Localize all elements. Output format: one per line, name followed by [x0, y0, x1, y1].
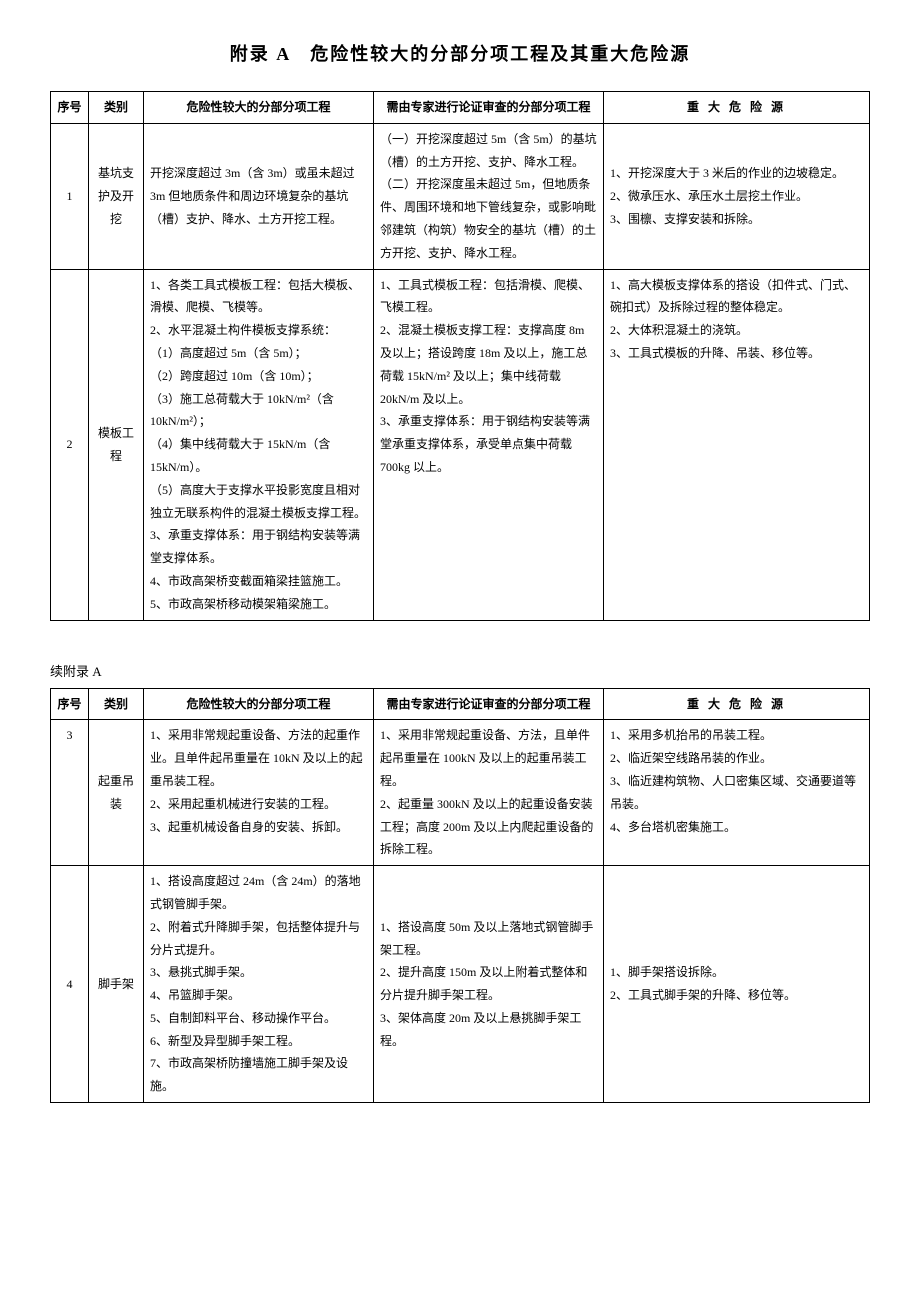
cell-seq: 4	[51, 866, 89, 1103]
header-cat: 类别	[89, 92, 144, 124]
table-header-row: 序号 类别 危险性较大的分部分项工程 需由专家进行论证审查的分部分项工程 重 大…	[51, 688, 870, 720]
cell-a: 开挖深度超过 3m（含 3m）或虽未超过 3m 但地质条件和周边环境复杂的基坑（…	[144, 123, 374, 269]
header-col-a: 危险性较大的分部分项工程	[144, 92, 374, 124]
cell-seq: 1	[51, 123, 89, 269]
cell-b: 1、搭设高度 50m 及以上落地式钢管脚手架工程。2、提升高度 150m 及以上…	[374, 866, 604, 1103]
header-col-a: 危险性较大的分部分项工程	[144, 688, 374, 720]
cell-cat: 脚手架	[89, 866, 144, 1103]
appendix-table-1: 序号 类别 危险性较大的分部分项工程 需由专家进行论证审查的分部分项工程 重 大…	[50, 91, 870, 621]
cell-c: 1、脚手架搭设拆除。2、工具式脚手架的升降、移位等。	[604, 866, 870, 1103]
cell-b: 1、工具式模板工程：包括滑模、爬模、飞模工程。2、混凝土模板支撑工程：支撑高度 …	[374, 269, 604, 620]
table-row: 1 基坑支护及开挖 开挖深度超过 3m（含 3m）或虽未超过 3m 但地质条件和…	[51, 123, 870, 269]
header-col-c: 重 大 危 险 源	[604, 688, 870, 720]
continuation-label: 续附录 A	[50, 661, 870, 680]
table-header-row: 序号 类别 危险性较大的分部分项工程 需由专家进行论证审查的分部分项工程 重 大…	[51, 92, 870, 124]
cell-cat: 模板工程	[89, 269, 144, 620]
header-seq: 序号	[51, 688, 89, 720]
cell-seq: 2	[51, 269, 89, 620]
table-row: 4 脚手架 1、搭设高度超过 24m（含 24m）的落地式钢管脚手架。2、附着式…	[51, 866, 870, 1103]
table-row: 2 模板工程 1、各类工具式模板工程：包括大模板、滑模、爬模、飞模等。2、水平混…	[51, 269, 870, 620]
cell-c: 1、开挖深度大于 3 米后的作业的边坡稳定。2、微承压水、承压水土层挖土作业。3…	[604, 123, 870, 269]
document-title: 附录 A 危险性较大的分部分项工程及其重大危险源	[50, 40, 870, 66]
header-col-b: 需由专家进行论证审查的分部分项工程	[374, 688, 604, 720]
cell-a: 1、各类工具式模板工程：包括大模板、滑模、爬模、飞模等。2、水平混凝土构件模板支…	[144, 269, 374, 620]
header-col-c: 重 大 危 险 源	[604, 92, 870, 124]
table-row: 3 起重吊装 1、采用非常规起重设备、方法的起重作业。且单件起吊重量在 10kN…	[51, 720, 870, 866]
cell-a: 1、搭设高度超过 24m（含 24m）的落地式钢管脚手架。2、附着式升降脚手架，…	[144, 866, 374, 1103]
cell-c: 1、采用多机抬吊的吊装工程。2、临近架空线路吊装的作业。3、临近建构筑物、人口密…	[604, 720, 870, 866]
cell-cat: 起重吊装	[89, 720, 144, 866]
cell-a: 1、采用非常规起重设备、方法的起重作业。且单件起吊重量在 10kN 及以上的起重…	[144, 720, 374, 866]
cell-c: 1、高大模板支撑体系的搭设（扣件式、门式、碗扣式）及拆除过程的整体稳定。2、大体…	[604, 269, 870, 620]
cell-cat: 基坑支护及开挖	[89, 123, 144, 269]
cell-b: （一）开挖深度超过 5m（含 5m）的基坑（槽）的土方开挖、支护、降水工程。（二…	[374, 123, 604, 269]
appendix-table-2: 序号 类别 危险性较大的分部分项工程 需由专家进行论证审查的分部分项工程 重 大…	[50, 688, 870, 1104]
header-col-b: 需由专家进行论证审查的分部分项工程	[374, 92, 604, 124]
header-cat: 类别	[89, 688, 144, 720]
cell-seq: 3	[51, 720, 89, 866]
cell-b: 1、采用非常规起重设备、方法，且单件起吊重量在 100kN 及以上的起重吊装工程…	[374, 720, 604, 866]
header-seq: 序号	[51, 92, 89, 124]
